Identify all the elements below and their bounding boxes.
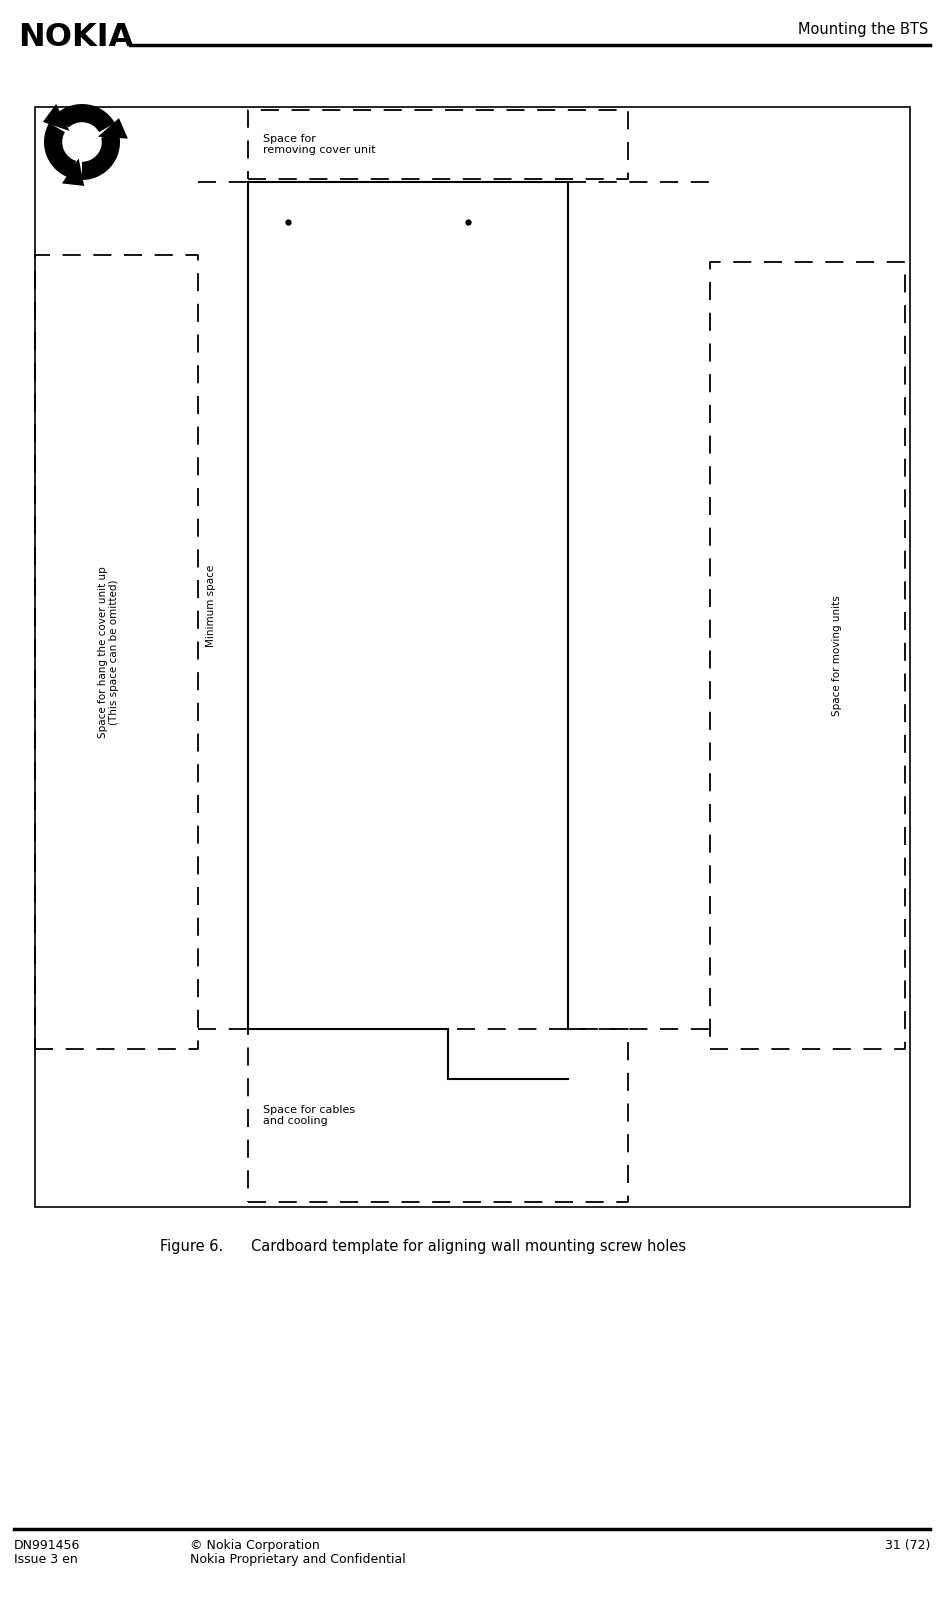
Text: NOKIA: NOKIA [18, 22, 133, 53]
Polygon shape [44, 123, 76, 179]
Text: DN991456: DN991456 [14, 1540, 80, 1552]
Text: © Nokia Corporation: © Nokia Corporation [190, 1540, 320, 1552]
Polygon shape [42, 104, 70, 131]
Polygon shape [62, 158, 84, 185]
Polygon shape [82, 134, 120, 180]
Text: Minimum space: Minimum space [206, 564, 216, 647]
Text: Mounting the BTS: Mounting the BTS [798, 22, 928, 37]
Text: Nokia Proprietary and Confidential: Nokia Proprietary and Confidential [190, 1552, 406, 1567]
Text: Space for cables
and cooling: Space for cables and cooling [263, 1105, 355, 1126]
Text: Space for hang the cover unit up
(This space can be omitted): Space for hang the cover unit up (This s… [97, 565, 119, 738]
Text: Space for moving units: Space for moving units [832, 596, 842, 715]
Bar [35, 107, 910, 1207]
Text: 31 (72): 31 (72) [885, 1540, 930, 1552]
Polygon shape [98, 118, 127, 139]
Text: Space for
removing cover unit: Space for removing cover unit [263, 134, 376, 155]
Polygon shape [57, 104, 115, 133]
Text: Figure 6.      Cardboard template for aligning wall mounting screw holes: Figure 6. Cardboard template for alignin… [160, 1239, 686, 1254]
Text: Issue 3 en: Issue 3 en [14, 1552, 77, 1567]
